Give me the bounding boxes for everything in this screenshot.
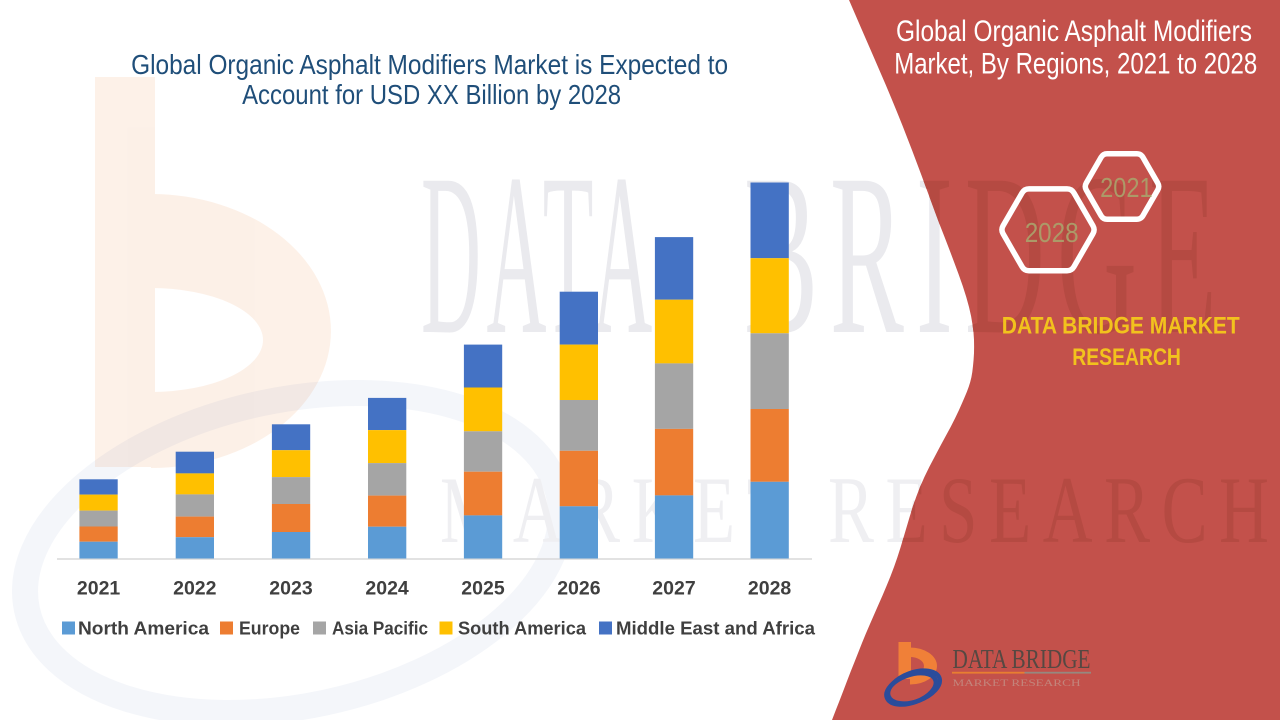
svg-text:Middle East and Africa: Middle East and Africa: [616, 618, 816, 639]
svg-text:Global Organic Asphalt Modifie: Global Organic Asphalt Modifiers Market …: [131, 49, 728, 80]
svg-text:2022: 2022: [173, 578, 217, 600]
svg-text:Europe: Europe: [239, 618, 300, 639]
svg-text:DATA: DATA: [421, 126, 658, 383]
svg-text:2024: 2024: [365, 578, 409, 600]
svg-text:MARKET RESEARCH: MARKET RESEARCH: [953, 679, 1081, 689]
svg-text:DATA BRIDGE: DATA BRIDGE: [953, 644, 1091, 674]
svg-text:2028: 2028: [748, 578, 792, 600]
svg-text:RESEARCH: RESEARCH: [1072, 345, 1181, 371]
svg-text:DATA BRIDGE MARKET: DATA BRIDGE MARKET: [1002, 314, 1241, 340]
svg-text:2021: 2021: [1100, 172, 1153, 203]
svg-text:North America: North America: [78, 618, 210, 639]
svg-text:South America: South America: [458, 618, 587, 639]
svg-text:2028: 2028: [1025, 217, 1079, 248]
svg-text:Asia Pacific: Asia Pacific: [332, 618, 428, 639]
svg-text:Global Organic Asphalt Modifie: Global Organic Asphalt Modifiers: [896, 15, 1252, 48]
svg-text:Market, By Regions, 2021 to 20: Market, By Regions, 2021 to 2028: [894, 47, 1257, 80]
svg-text:2025: 2025: [461, 578, 505, 600]
svg-text:2023: 2023: [269, 578, 313, 600]
svg-text:2026: 2026: [557, 578, 601, 600]
svg-text:2027: 2027: [652, 578, 695, 600]
svg-text:Account for USD XX Billion by: Account for USD XX Billion by 2028: [242, 79, 621, 110]
svg-text:2021: 2021: [77, 578, 121, 600]
